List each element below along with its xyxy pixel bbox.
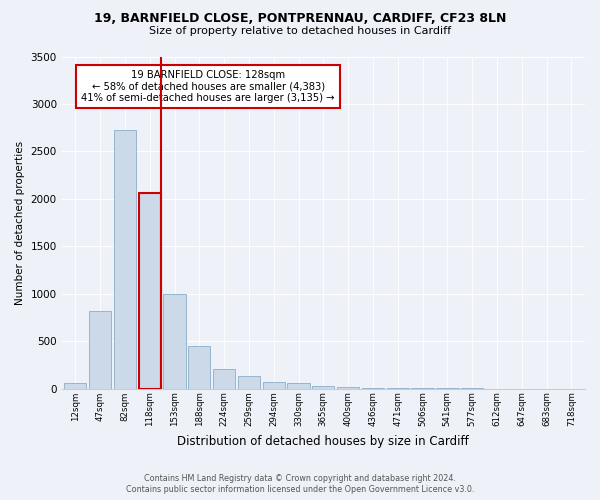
- Bar: [64, 383, 86, 388]
- Text: Contains HM Land Registry data © Crown copyright and database right 2024.
Contai: Contains HM Land Registry data © Crown c…: [126, 474, 474, 494]
- Bar: [213, 368, 235, 388]
- Text: 19 BARNFIELD CLOSE: 128sqm
← 58% of detached houses are smaller (4,383)
41% of s: 19 BARNFIELD CLOSE: 128sqm ← 58% of deta…: [82, 70, 335, 103]
- Bar: [188, 346, 211, 389]
- Bar: [337, 386, 359, 388]
- Bar: [238, 376, 260, 388]
- Bar: [89, 310, 111, 388]
- Bar: [139, 193, 161, 388]
- Bar: [312, 386, 334, 388]
- Y-axis label: Number of detached properties: Number of detached properties: [15, 140, 25, 304]
- Bar: [114, 130, 136, 388]
- Bar: [287, 384, 310, 388]
- Bar: [163, 294, 185, 388]
- Bar: [263, 382, 285, 388]
- Bar: [139, 193, 161, 388]
- Text: Size of property relative to detached houses in Cardiff: Size of property relative to detached ho…: [149, 26, 451, 36]
- Text: 19, BARNFIELD CLOSE, PONTPRENNAU, CARDIFF, CF23 8LN: 19, BARNFIELD CLOSE, PONTPRENNAU, CARDIF…: [94, 12, 506, 26]
- X-axis label: Distribution of detached houses by size in Cardiff: Distribution of detached houses by size …: [178, 434, 469, 448]
